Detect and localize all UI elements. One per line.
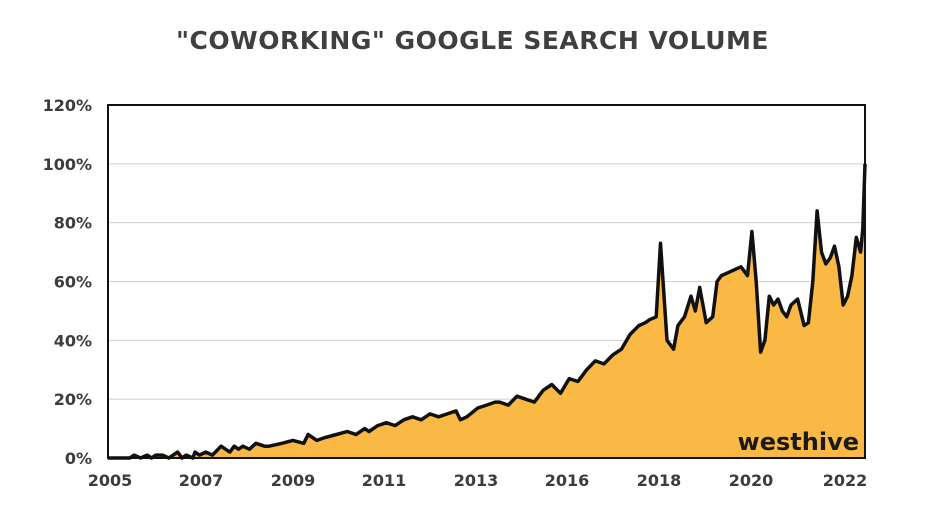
chart-title: "COWORKING" GOOGLE SEARCH VOLUME: [176, 26, 769, 55]
x-tick-label: 2020: [729, 471, 774, 490]
x-tick-label: 2007: [179, 471, 224, 490]
y-tick-label: 0%: [65, 449, 92, 468]
series-line: [108, 163, 867, 460]
plot-frame: [107, 104, 866, 459]
x-axis-ticks: 2005 2007 2009 2011 2013 2016 2018 2020 2022: [88, 471, 868, 490]
x-tick-label: 2016: [545, 471, 590, 490]
area-fill: [108, 163, 865, 459]
x-tick-label: 2011: [362, 471, 407, 490]
y-axis-ticks: 0% 20% 40% 60% 80% 100% 120%: [43, 96, 92, 468]
y-tick-label: 100%: [43, 155, 92, 174]
westhive-watermark: westhive: [738, 428, 859, 456]
y-tick-label: 60%: [54, 273, 92, 292]
y-tick-label: 40%: [54, 331, 92, 350]
x-tick-label: 2018: [637, 471, 682, 490]
y-tick-label: 80%: [54, 214, 92, 233]
x-tick-label: 2013: [454, 471, 499, 490]
x-tick-label: 2022: [823, 471, 868, 490]
x-tick-label: 2005: [88, 471, 133, 490]
y-tick-label: 20%: [54, 390, 92, 409]
y-tick-label: 120%: [43, 96, 92, 115]
x-tick-label: 2009: [271, 471, 316, 490]
